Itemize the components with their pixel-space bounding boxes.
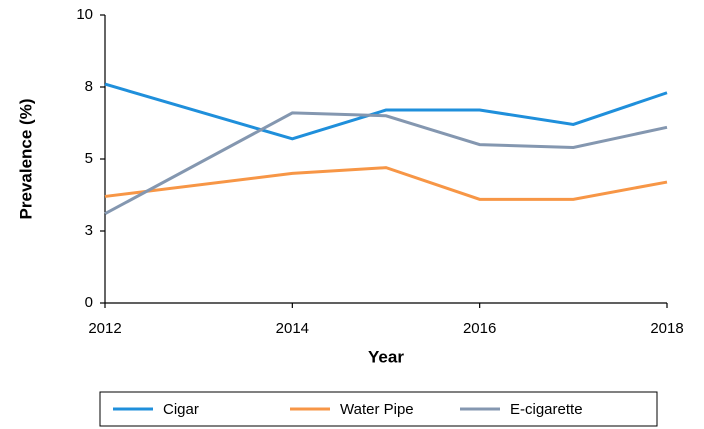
x-axis-label: Year <box>368 347 404 366</box>
legend-label: E-cigarette <box>510 401 583 418</box>
series-line <box>104 166 668 201</box>
y-tick-label: 10 <box>76 6 93 23</box>
x-tick-label: 2014 <box>276 320 309 337</box>
series-line <box>104 111 668 216</box>
legend-label: Cigar <box>163 401 199 418</box>
x-tick-label: 2016 <box>463 320 496 337</box>
x-tick-label: 2012 <box>88 320 121 337</box>
legend-label: Water Pipe <box>340 401 414 418</box>
y-tick-label: 0 <box>85 294 93 311</box>
y-tick-label: 3 <box>85 222 93 239</box>
y-axis-label: Prevalence (%) <box>16 99 35 220</box>
x-tick-label: 2018 <box>650 320 683 337</box>
legend-box <box>99 391 658 427</box>
y-tick-label: 5 <box>85 150 93 167</box>
y-tick-label: 8 <box>85 78 93 95</box>
series-line <box>104 82 668 141</box>
